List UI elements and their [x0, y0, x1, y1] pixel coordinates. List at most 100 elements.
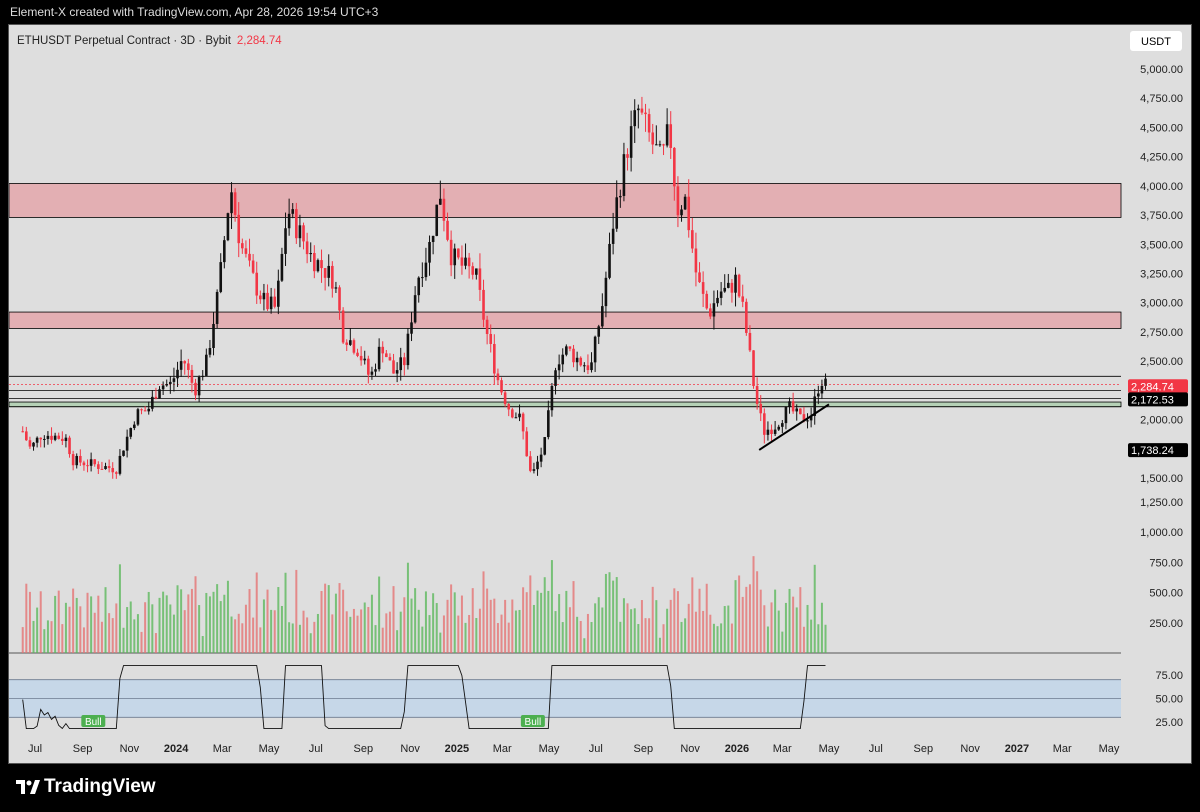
candle-body [773, 429, 777, 434]
candle-body [514, 417, 518, 419]
volume-bar [262, 599, 265, 653]
volume-bar [705, 583, 708, 653]
candle-body [788, 401, 791, 407]
candle-body [118, 455, 122, 474]
candle-body [215, 291, 219, 324]
volume-bar [770, 602, 773, 653]
candle-body [457, 248, 460, 258]
x-tick-label: Jul [28, 743, 42, 755]
volume-bar [61, 624, 64, 653]
volume-bar [748, 584, 751, 653]
volume-bar [28, 591, 31, 653]
candle-body [273, 296, 277, 307]
volume-bar [554, 611, 557, 653]
volume-bar [39, 591, 42, 653]
x-tick-label: Nov [960, 743, 980, 755]
candle-body [21, 431, 25, 433]
volume-bar [244, 604, 247, 653]
volume-bar [259, 627, 262, 653]
candle-body [619, 195, 622, 198]
x-tick-label: Nov [400, 743, 420, 755]
candle-body [305, 241, 309, 255]
candle-body [547, 410, 550, 438]
candle-body [161, 385, 165, 390]
candle-body [147, 408, 151, 412]
x-tick-label: May [259, 743, 280, 755]
volume-bar [183, 610, 186, 653]
candle-body [79, 455, 82, 463]
volume-bar [302, 610, 305, 653]
volume-bar [644, 618, 647, 653]
x-tick-label: Mar [213, 743, 232, 755]
candle-body [316, 260, 320, 272]
volume-bar [802, 626, 805, 653]
candle-body [262, 292, 266, 300]
candle-body [71, 454, 75, 466]
volume-bar [187, 594, 190, 653]
candle-body [475, 268, 478, 275]
candle-body [53, 435, 57, 440]
volume-bar [579, 620, 582, 653]
candle-body [370, 371, 374, 375]
support-trendline [758, 403, 830, 451]
x-tick-label: May [539, 743, 560, 755]
candle-body [43, 438, 46, 440]
volume-bar [230, 616, 233, 653]
candle-body [57, 435, 61, 439]
candle-body [698, 272, 701, 283]
price-tick-label: 3,000.00 [1140, 298, 1183, 310]
candle-body [485, 319, 489, 334]
volume-bar [511, 599, 514, 653]
volume-bar [309, 633, 312, 653]
candle-body [154, 396, 158, 399]
volume-bar [154, 633, 157, 653]
currency-button[interactable] [1130, 31, 1182, 51]
volume-bar [723, 606, 726, 653]
volume-bar [324, 583, 327, 653]
volume-bar [345, 611, 348, 653]
candle-body [86, 465, 89, 467]
volume-bar [216, 584, 219, 653]
candle-body [503, 392, 507, 405]
candle-body [752, 350, 755, 387]
volume-bar [79, 606, 82, 653]
volume-bar [320, 591, 323, 653]
candle-body [817, 393, 820, 397]
candle-body [104, 466, 107, 470]
volume-bar [327, 585, 330, 653]
candle-body [241, 243, 244, 249]
candle-body [205, 354, 208, 376]
volume-bar [406, 562, 409, 653]
candle-body [615, 197, 619, 229]
chart-frame[interactable]: Bull Bull 5,000.00 4,750.00 4,500.00 4,250.00… [8, 24, 1192, 764]
candle-body [345, 342, 349, 345]
candle-body [356, 352, 359, 356]
volume-bar [219, 601, 222, 653]
volume-bar [129, 601, 132, 653]
volume-bar [727, 605, 730, 653]
candle-body [385, 353, 388, 358]
x-tick-label: Sep [354, 743, 374, 755]
candle-body [622, 154, 626, 196]
candle-body [255, 272, 259, 296]
volume-bar [241, 623, 244, 653]
candle-body [133, 424, 136, 429]
candle-body [755, 386, 759, 404]
candle-body [125, 436, 129, 451]
volume-bar [223, 594, 226, 653]
volume-bar [810, 619, 813, 653]
candle-body [489, 333, 493, 344]
volume-bar [198, 605, 201, 653]
volume-bar [576, 616, 579, 653]
volume-bar [435, 603, 438, 653]
volume-bar [507, 622, 510, 653]
volume-bar [298, 624, 301, 653]
volume-bar [226, 580, 229, 653]
candle-body [136, 409, 140, 425]
candle-body [93, 459, 97, 465]
price-tick-label: 5,000.00 [1140, 64, 1183, 76]
candle-body [471, 266, 475, 275]
chart-canvas[interactable]: Bull Bull 5,000.00 4,750.00 4,500.00 4,250.00… [9, 25, 1191, 763]
candle-body [226, 213, 230, 241]
candle-body [219, 262, 223, 292]
